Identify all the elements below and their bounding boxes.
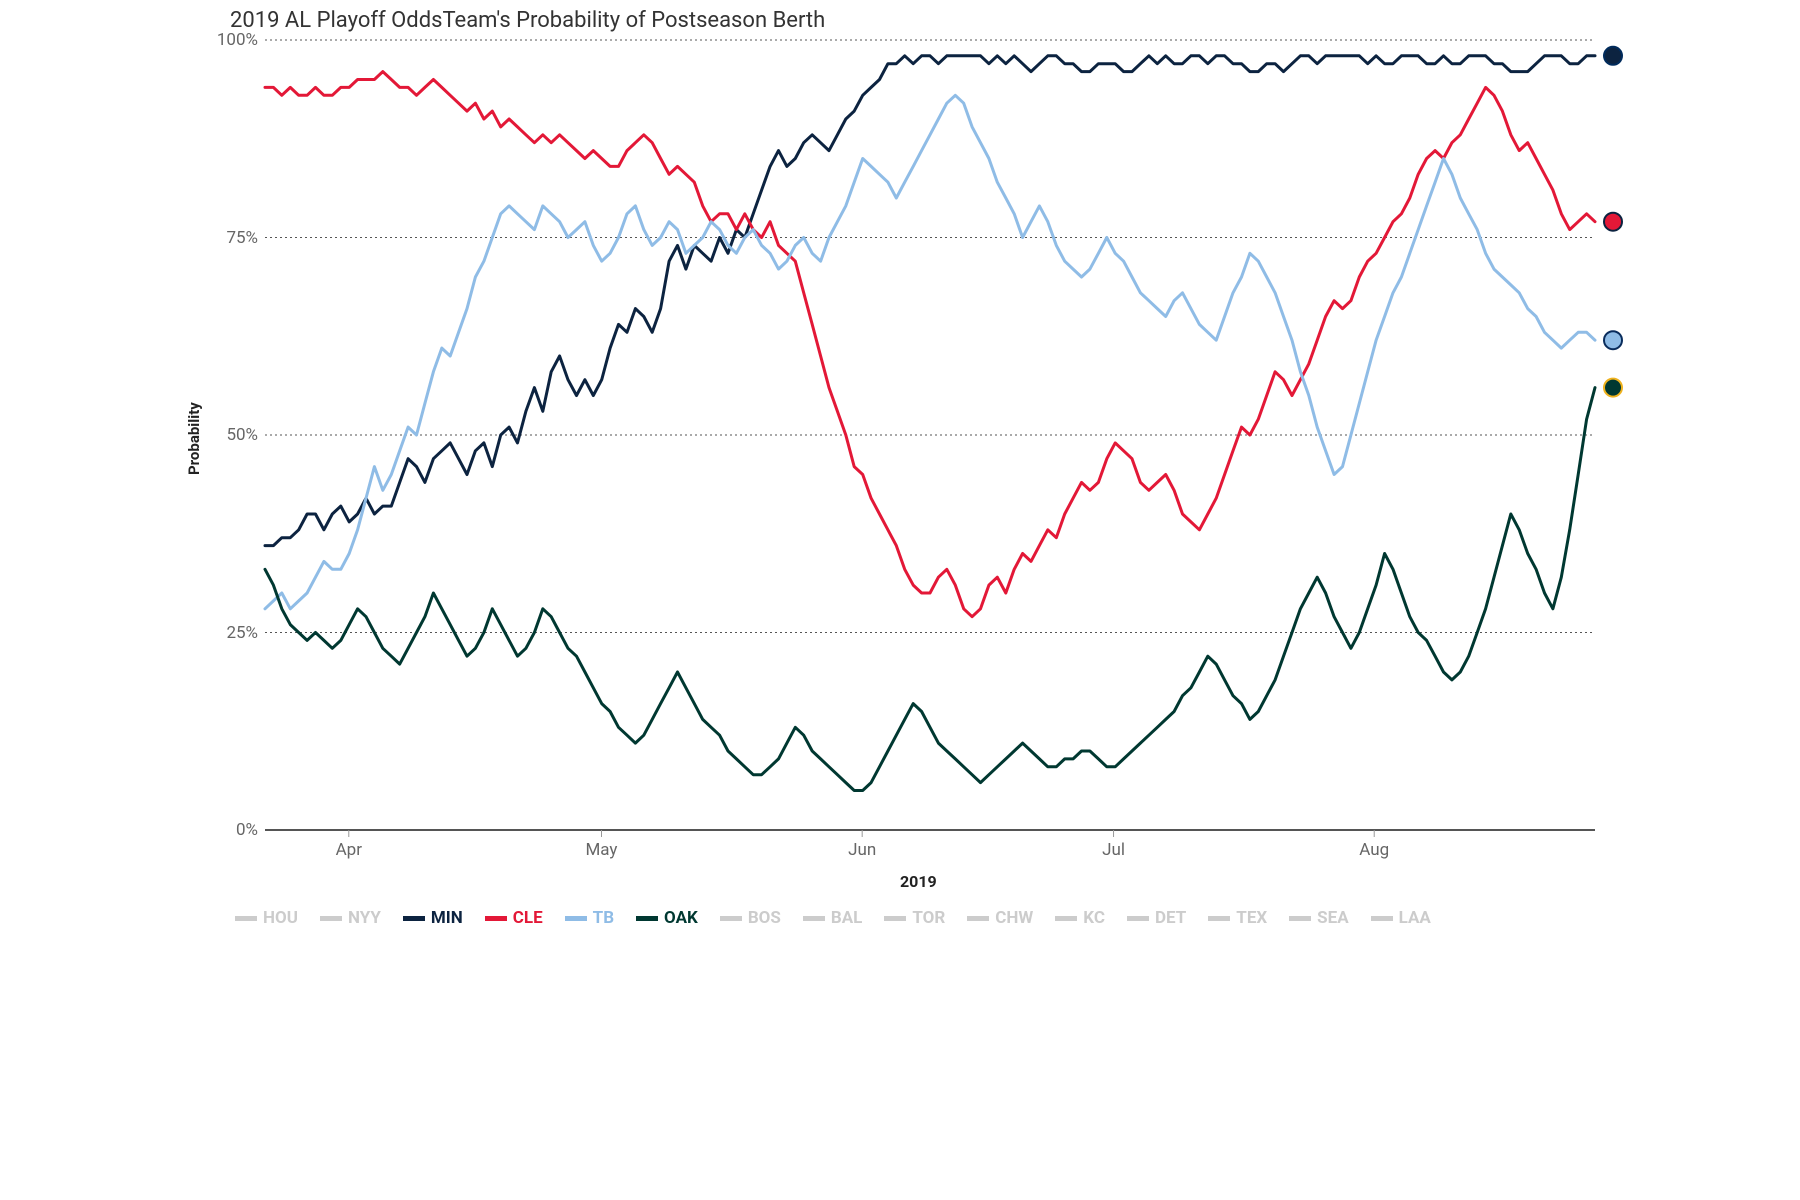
legend-label: CLE — [513, 908, 543, 928]
x-tick-label: May — [571, 840, 631, 860]
legend-item-sea[interactable]: SEA — [1289, 908, 1348, 928]
legend-item-bos[interactable]: BOS — [720, 908, 781, 928]
legend-swatch-icon — [1055, 916, 1077, 921]
end-marker-tb — [1604, 331, 1622, 349]
legend-item-oak[interactable]: OAK — [636, 908, 698, 928]
legend-label: BAL — [831, 908, 862, 928]
x-tick-label: Apr — [319, 840, 379, 860]
legend-label: CHW — [995, 908, 1033, 928]
legend-item-bal[interactable]: BAL — [803, 908, 862, 928]
x-tick-label: Jul — [1084, 840, 1144, 860]
legend-item-det[interactable]: DET — [1127, 908, 1186, 928]
legend-swatch-icon — [967, 916, 989, 921]
y-tick-label: 25% — [210, 623, 258, 643]
legend-label: MIN — [431, 908, 463, 928]
legend-label: SEA — [1317, 908, 1348, 928]
legend-label: NYY — [348, 908, 381, 928]
y-tick-label: 75% — [210, 228, 258, 248]
legend-item-laa[interactable]: LAA — [1371, 908, 1431, 928]
legend-label: OAK — [664, 908, 698, 928]
legend-item-min[interactable]: MIN — [403, 908, 463, 928]
legend: HOU NYY MIN CLE TB OAK BOS BAL TOR CHW KC DET TEX SEA… — [235, 908, 1605, 934]
legend-item-hou[interactable]: HOU — [235, 908, 298, 928]
chart-title: 2019 AL Playoff OddsTeam's Probability o… — [230, 8, 825, 33]
x-tick-label: Aug — [1344, 840, 1404, 860]
plot-area — [265, 40, 1635, 850]
legend-item-tex[interactable]: TEX — [1208, 908, 1267, 928]
y-tick-label: 50% — [210, 425, 258, 445]
series-line-tb — [265, 95, 1595, 609]
x-axis-label: 2019 — [900, 872, 937, 891]
legend-swatch-icon — [485, 916, 507, 921]
legend-item-nyy[interactable]: NYY — [320, 908, 381, 928]
legend-swatch-icon — [565, 916, 587, 921]
legend-swatch-icon — [884, 916, 906, 921]
playoff-odds-chart: 2019 AL Playoff OddsTeam's Probability o… — [170, 0, 1630, 1000]
y-axis-label: Probability — [185, 402, 203, 475]
y-tick-label: 100% — [210, 30, 258, 50]
legend-label: HOU — [263, 908, 298, 928]
legend-swatch-icon — [1208, 916, 1230, 921]
series-line-cle — [265, 72, 1595, 617]
legend-swatch-icon — [320, 916, 342, 921]
legend-item-cle[interactable]: CLE — [485, 908, 543, 928]
legend-swatch-icon — [803, 916, 825, 921]
x-tick-label: Jun — [832, 840, 892, 860]
legend-item-kc[interactable]: KC — [1055, 908, 1105, 928]
legend-label: TEX — [1236, 908, 1267, 928]
legend-swatch-icon — [235, 916, 257, 921]
end-marker-cle — [1604, 213, 1622, 231]
legend-item-chw[interactable]: CHW — [967, 908, 1033, 928]
end-marker-min — [1604, 47, 1622, 65]
legend-label: KC — [1083, 908, 1105, 928]
series-line-min — [265, 56, 1595, 546]
legend-label: DET — [1155, 908, 1186, 928]
end-marker-oak — [1604, 379, 1622, 397]
legend-label: TB — [593, 908, 614, 928]
legend-label: LAA — [1399, 908, 1431, 928]
legend-label: TOR — [912, 908, 945, 928]
legend-item-tor[interactable]: TOR — [884, 908, 945, 928]
legend-item-tb[interactable]: TB — [565, 908, 614, 928]
y-tick-label: 0% — [210, 820, 258, 840]
legend-swatch-icon — [403, 916, 425, 921]
legend-label: BOS — [748, 908, 781, 928]
legend-swatch-icon — [1127, 916, 1149, 921]
legend-swatch-icon — [636, 916, 658, 921]
legend-swatch-icon — [720, 916, 742, 921]
legend-swatch-icon — [1371, 916, 1393, 921]
series-line-oak — [265, 388, 1595, 791]
legend-swatch-icon — [1289, 916, 1311, 921]
